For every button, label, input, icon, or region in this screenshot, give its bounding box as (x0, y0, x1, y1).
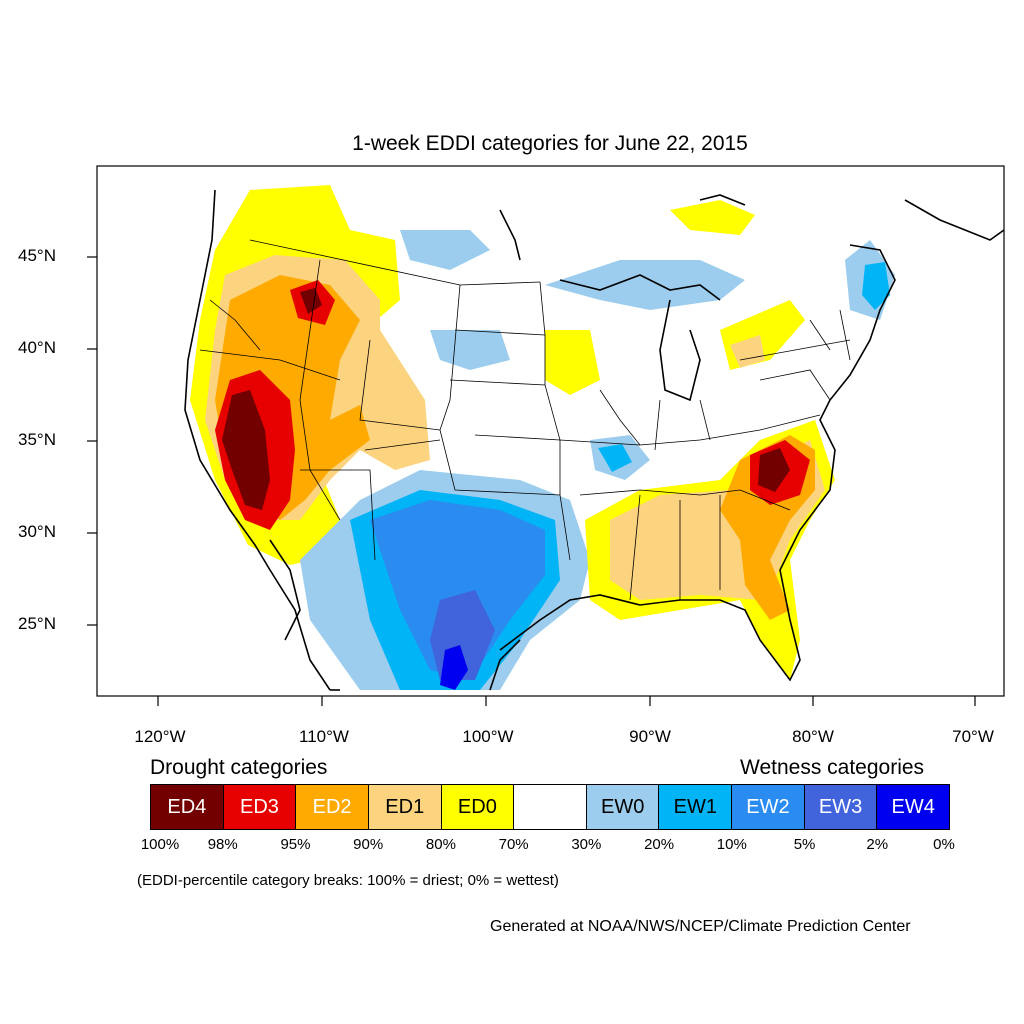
ed0-midwest (545, 330, 600, 395)
ed4-west (222, 390, 270, 510)
legend-box-ed0: ED0 (441, 785, 515, 829)
legend-box-ed3: ED3 (223, 785, 297, 829)
legend-break-label: 0% (933, 836, 955, 853)
ew0-lakes (545, 260, 745, 310)
lon-label-100: 100°W (462, 727, 514, 746)
legend-box-ed2: ED2 (296, 785, 369, 829)
drought-heading: Drought categories (150, 756, 328, 779)
lat-label-35: 35°N (18, 430, 56, 449)
wetness-heading: Wetness categories (740, 756, 925, 779)
legend-break-label: 70% (498, 836, 529, 853)
map-layers (184, 185, 1004, 691)
legend-box-ew0: EW0 (586, 785, 660, 829)
legend-break-label: 95% (280, 836, 311, 853)
lon-label-90: 90°W (629, 727, 671, 746)
map-frame (96, 165, 1005, 697)
ew0-dakotas (430, 330, 510, 370)
credit-line: Generated at NOAA/NWS/NCEP/Climate Predi… (490, 918, 911, 935)
legend-box-ew3: EW3 (804, 785, 878, 829)
legend-break-label: 98% (207, 836, 238, 853)
legend-break-label: 90% (353, 836, 384, 853)
lon-label-110: 110°W (299, 727, 349, 746)
coastlines (184, 189, 1004, 691)
legend-break-label: 100% (140, 836, 180, 853)
ed0-ontario (670, 200, 755, 235)
lat-label-45: 45°N (18, 246, 56, 265)
ew4-texas (440, 645, 468, 690)
state-borders (199, 239, 851, 601)
legend-box-neutral (514, 785, 587, 829)
legend-break-label: 5% (793, 836, 816, 853)
axis-ticks (87, 256, 976, 706)
ed4-idaho (300, 288, 322, 314)
legend-break-label: 10% (716, 836, 747, 853)
map-title: 1-week EDDI categories for June 22, 2015 (352, 132, 748, 155)
legend-break-label: 20% (644, 836, 675, 853)
legend-box-ed1: ED1 (368, 785, 442, 829)
ew0-canada-upper (400, 230, 490, 270)
legend-box-ew1: EW1 (659, 785, 733, 829)
ew1-midsouth (598, 444, 632, 472)
lat-label-25: 25°N (18, 614, 56, 633)
lon-label-70: 70°W (952, 727, 994, 746)
legend-break-label: 2% (866, 836, 889, 853)
lat-label-40: 40°N (18, 338, 56, 357)
ed1-northeast (730, 335, 765, 368)
legend-box-ed4: ED4 (151, 785, 224, 829)
legend-box-ew4: EW4 (877, 785, 950, 829)
legend-box-ew2: EW2 (732, 785, 805, 829)
legend-break-label: 80% (425, 836, 456, 853)
ed4-carolinas (758, 448, 790, 492)
lon-label-80: 80°W (792, 727, 834, 746)
ew2-plains (370, 500, 545, 680)
lat-label-30: 30°N (18, 522, 56, 541)
ew1-maine (862, 262, 890, 310)
category-note: (EDDI-percentile category breaks: 100% =… (137, 872, 559, 889)
legend-break-label: 30% (571, 836, 602, 853)
lon-label-120: 120°W (134, 727, 186, 746)
category-legend: ED4 ED3 ED2 ED1 ED0 EW0 EW1 EW2 EW3 EW4 (150, 784, 950, 830)
